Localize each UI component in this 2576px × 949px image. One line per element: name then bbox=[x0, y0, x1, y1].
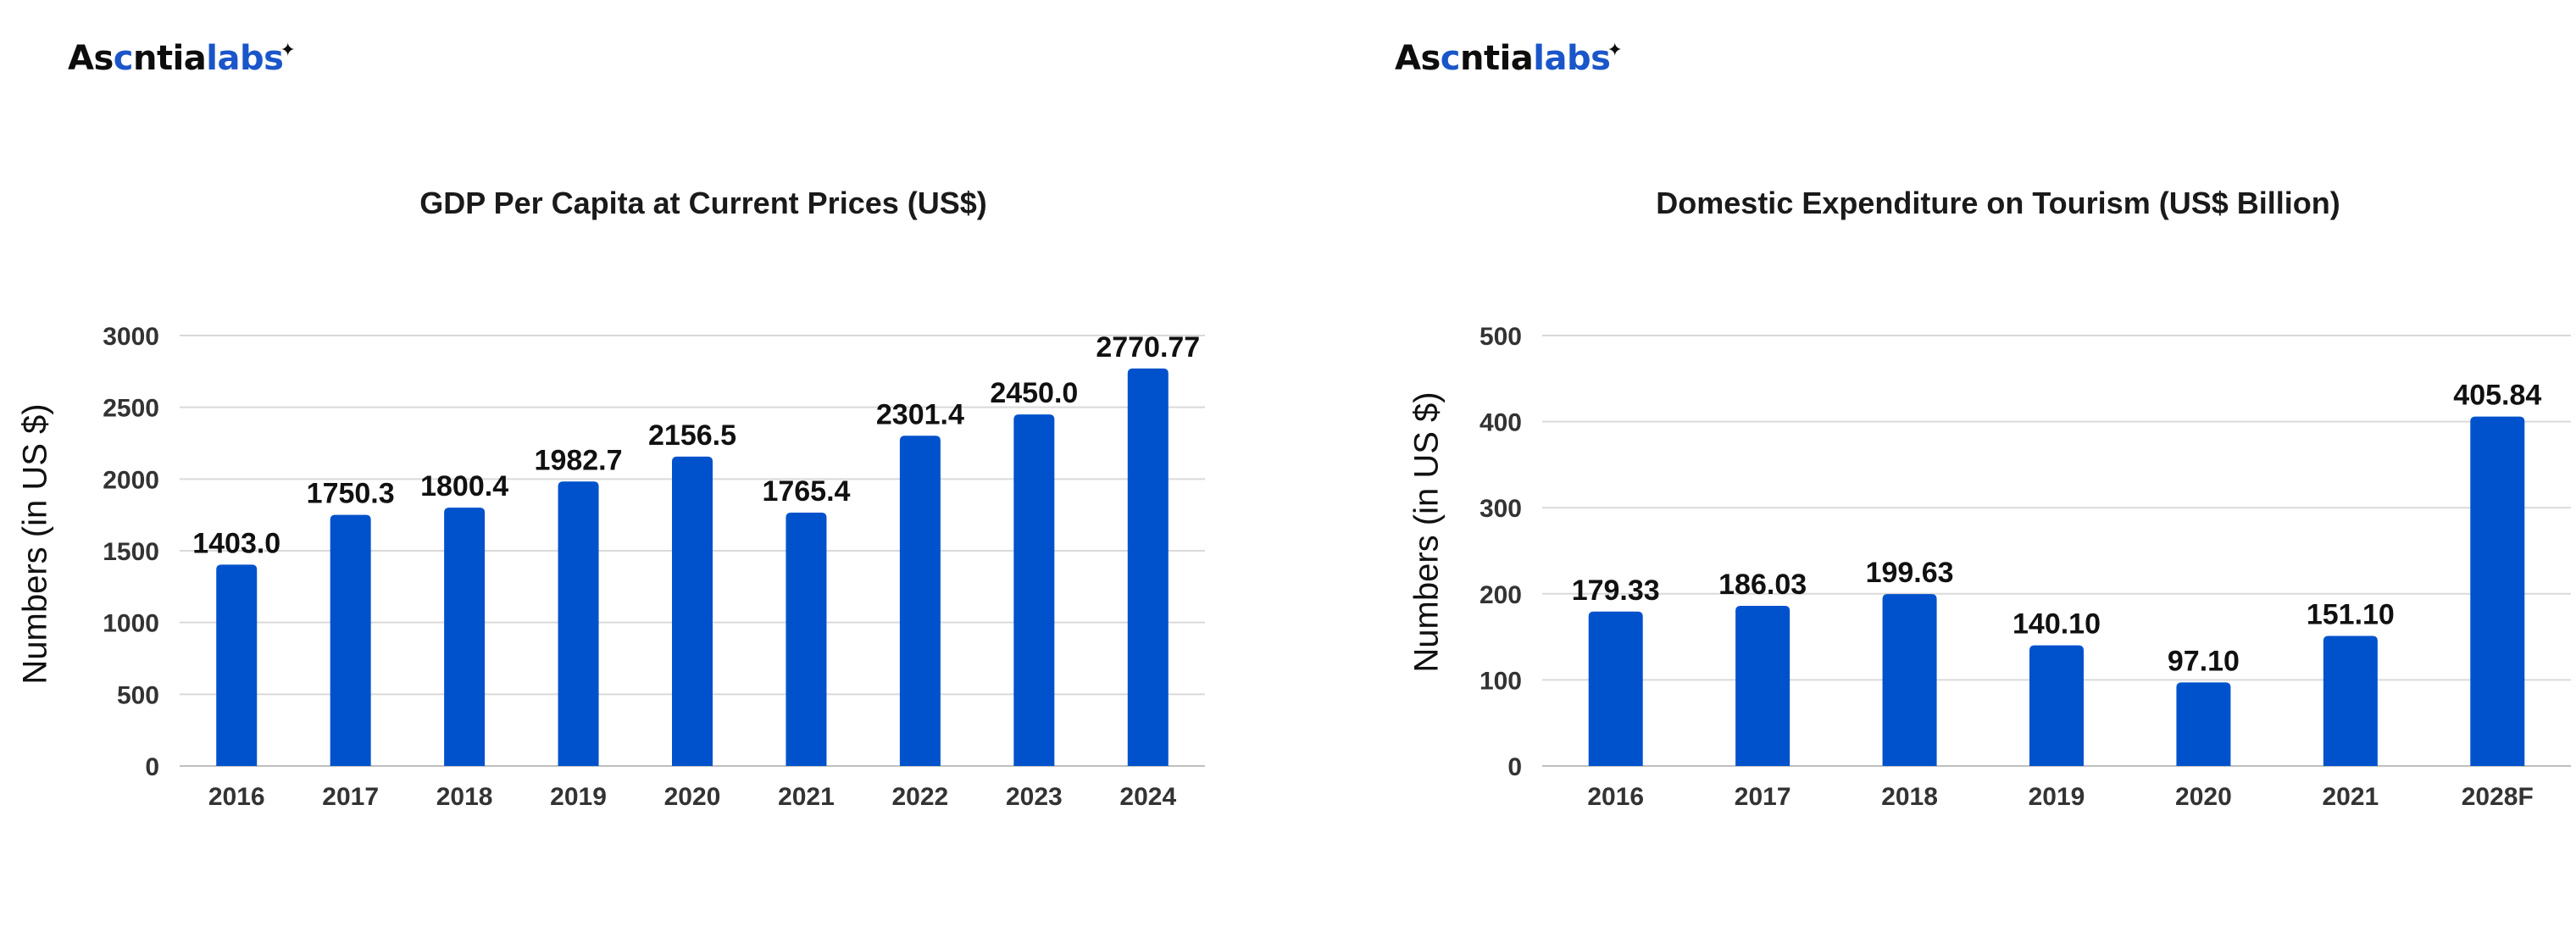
x-tick-label: 2020 bbox=[664, 783, 721, 811]
bar bbox=[672, 456, 713, 766]
bar bbox=[558, 481, 599, 766]
ascentialabs-logo: Ascntialabs✦ bbox=[68, 37, 296, 80]
bar bbox=[786, 513, 827, 766]
logo-part: c bbox=[1440, 39, 1461, 78]
y-tick-label: 500 bbox=[1480, 323, 1522, 351]
bar bbox=[2470, 416, 2525, 766]
gdp-bar-chart: GDP Per Capita at Current Prices (US$) Nu… bbox=[17, 186, 1205, 811]
tourism-bar-chart: Domestic Expenditure on Tourism (US$ Bil… bbox=[1408, 186, 2571, 811]
gdp-chart-panel: Ascntialabs✦ GDP Per Capita at Current P… bbox=[17, 37, 1205, 811]
y-tick-label: 2000 bbox=[103, 466, 159, 494]
y-tick-label: 2500 bbox=[103, 395, 159, 423]
x-tick-label: 2023 bbox=[1006, 783, 1063, 811]
x-tick-label: 2020 bbox=[2175, 783, 2232, 811]
star-icon: ✦ bbox=[280, 40, 296, 61]
data-label: 1765.4 bbox=[762, 475, 850, 508]
bar bbox=[899, 436, 941, 766]
tourism-chart-panel: Ascntialabs✦ Domestic Expenditure on Tou… bbox=[1288, 0, 2576, 949]
logo-part: ntia bbox=[132, 39, 207, 78]
bar bbox=[2176, 682, 2231, 766]
data-label: 2156.5 bbox=[648, 419, 736, 452]
x-tick-label: 2021 bbox=[2322, 783, 2379, 811]
y-tick-label: 0 bbox=[145, 753, 159, 781]
data-label: 140.10 bbox=[2012, 608, 2101, 641]
data-label: 186.03 bbox=[1718, 569, 1807, 601]
x-tick-label: 2022 bbox=[892, 783, 949, 811]
data-label: 1982.7 bbox=[535, 444, 623, 476]
data-label: 2770.77 bbox=[1096, 331, 1200, 364]
logo-part: labs bbox=[206, 39, 284, 78]
data-label: 2450.0 bbox=[990, 377, 1078, 409]
y-tick-label: 1500 bbox=[103, 538, 159, 566]
x-tick-label: 2016 bbox=[208, 783, 265, 811]
logo-part: labs bbox=[1533, 39, 1611, 78]
x-tick-label: 2016 bbox=[1587, 783, 1644, 811]
x-tick-label: 2028F bbox=[2462, 783, 2534, 811]
bar bbox=[1882, 594, 1937, 766]
logo-part: As bbox=[68, 39, 114, 78]
bar bbox=[2323, 635, 2378, 766]
x-tick-label: 2017 bbox=[322, 783, 379, 811]
data-label: 97.10 bbox=[2168, 645, 2240, 677]
star-icon: ✦ bbox=[1607, 40, 1623, 61]
data-label: 1750.3 bbox=[307, 478, 395, 510]
bar bbox=[1127, 368, 1169, 766]
y-tick-label: 100 bbox=[1480, 667, 1522, 695]
bar bbox=[1013, 414, 1055, 766]
x-tick-label: 2017 bbox=[1735, 783, 1791, 811]
y-tick-label: 300 bbox=[1480, 495, 1522, 523]
data-label: 1403.0 bbox=[192, 527, 280, 559]
logo-part: ntia bbox=[1459, 39, 1534, 78]
chart-title: Domestic Expenditure on Tourism (US$ Bil… bbox=[1656, 186, 2340, 220]
data-label: 2301.4 bbox=[876, 398, 964, 430]
x-tick-label: 2019 bbox=[550, 783, 607, 811]
x-tick-label: 2018 bbox=[436, 783, 493, 811]
x-tick-label: 2018 bbox=[1881, 783, 1938, 811]
y-tick-label: 0 bbox=[1507, 753, 1522, 781]
data-label: 199.63 bbox=[1866, 557, 1954, 589]
y-tick-label: 400 bbox=[1480, 409, 1522, 437]
bar bbox=[330, 514, 371, 766]
y-tick-label: 1000 bbox=[103, 610, 159, 638]
y-tick-label: 500 bbox=[117, 681, 159, 709]
x-tick-label: 2019 bbox=[2029, 783, 2085, 811]
bar bbox=[1588, 611, 1643, 766]
logo-part: As bbox=[1395, 39, 1441, 78]
bar bbox=[216, 564, 258, 766]
bar bbox=[2029, 645, 2084, 766]
x-tick-label: 2021 bbox=[778, 783, 835, 811]
x-tick-label: 2024 bbox=[1119, 783, 1176, 811]
chart-title: GDP Per Capita at Current Prices (US$) bbox=[419, 186, 987, 220]
y-tick-label: 3000 bbox=[103, 323, 159, 351]
logo-part: c bbox=[113, 39, 134, 78]
data-label: 405.84 bbox=[2453, 380, 2541, 412]
data-label: 1800.4 bbox=[420, 470, 508, 502]
bar bbox=[444, 508, 486, 766]
bar bbox=[1735, 605, 1790, 766]
y-axis-title: Numbers (in US $) bbox=[1408, 391, 1446, 672]
y-tick-label: 200 bbox=[1480, 581, 1522, 609]
data-label: 179.33 bbox=[1572, 574, 1660, 607]
ascentialabs-logo: Ascntialabs✦ bbox=[1395, 37, 1623, 80]
data-label: 151.10 bbox=[2307, 598, 2395, 630]
y-axis-title: Numbers (in US $) bbox=[17, 403, 54, 684]
